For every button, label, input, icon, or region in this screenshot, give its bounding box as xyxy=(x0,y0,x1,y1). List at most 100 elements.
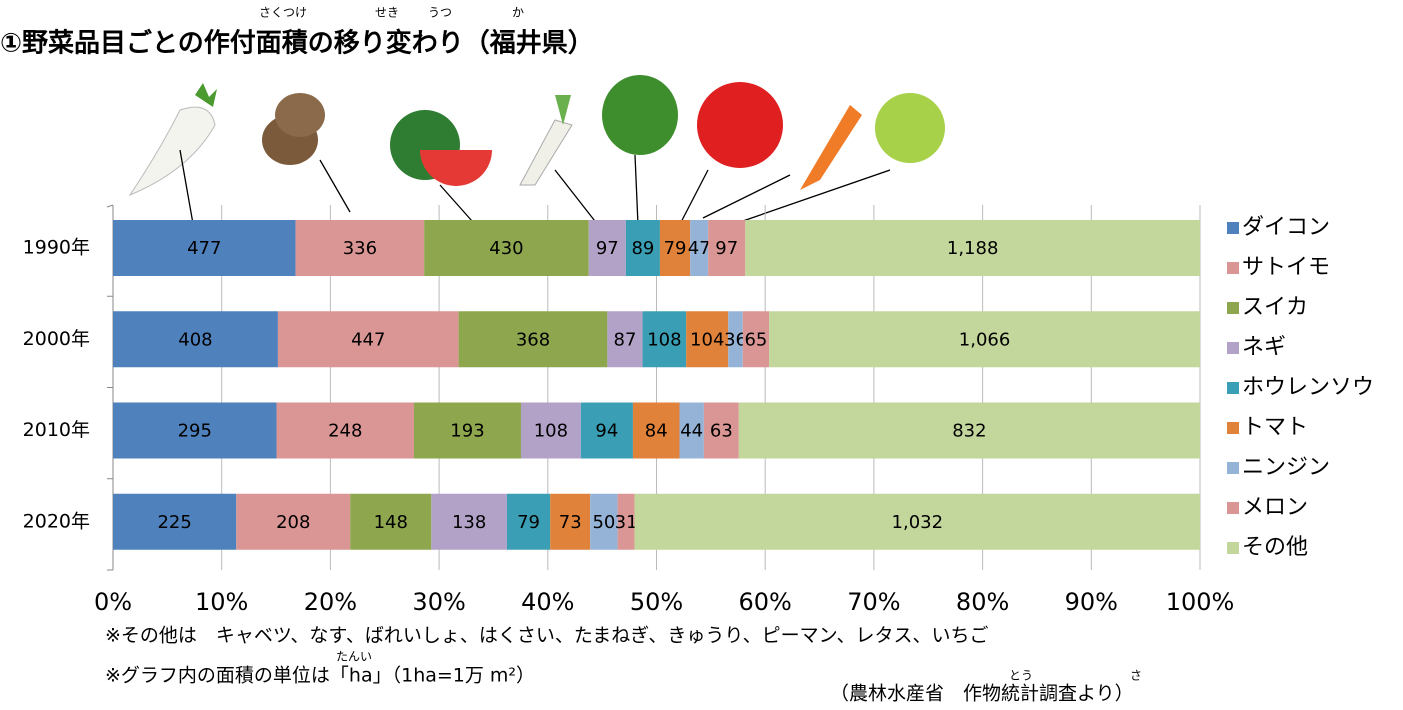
bar-segment xyxy=(659,220,691,276)
x-tick-label: 10% xyxy=(195,588,248,616)
source-ruby: とう xyxy=(1009,669,1033,683)
bar-segment xyxy=(769,311,1200,368)
data-label: 295 xyxy=(178,421,212,442)
data-label: 108 xyxy=(647,329,681,350)
x-tick-label: 60% xyxy=(739,588,792,616)
bar-segment xyxy=(113,220,296,276)
legend-label: ネギ xyxy=(1242,335,1286,360)
legend-label: その他 xyxy=(1242,535,1308,560)
data-label: 225 xyxy=(157,512,191,533)
data-label: 97 xyxy=(596,238,619,259)
data-label: 44 xyxy=(680,421,703,442)
data-label: 208 xyxy=(276,512,310,533)
note: ※グラフ内の面積の単位は「ha」（1ha=1万 m²） xyxy=(105,665,535,687)
data-label: 50 xyxy=(592,512,615,533)
legend-swatch xyxy=(1227,262,1239,274)
bar-segment xyxy=(350,493,432,550)
data-label: 336 xyxy=(343,238,377,259)
data-label: 104 xyxy=(690,329,724,350)
data-label: 94 xyxy=(595,421,618,442)
bar-segment xyxy=(276,402,414,459)
axis-tick xyxy=(106,204,114,208)
x-tick-label: 80% xyxy=(956,588,1009,616)
bar-segment xyxy=(458,311,608,368)
x-tick-label: 70% xyxy=(847,588,900,616)
chart-title: ①野菜品目ごとの作付面積の移り変わり（福井県） xyxy=(0,28,594,59)
bar-segment xyxy=(742,311,770,368)
watermelon-slice xyxy=(420,150,492,186)
data-label: 36 xyxy=(724,329,747,350)
data-label: 408 xyxy=(178,329,212,350)
data-label: 31 xyxy=(615,512,638,533)
data-label: 47 xyxy=(688,238,711,259)
leader-line xyxy=(634,154,639,226)
bar-segment xyxy=(588,220,626,276)
bar-segment xyxy=(607,311,643,368)
bar-segment xyxy=(642,311,687,368)
leader-line xyxy=(677,169,709,229)
legend-label: ニンジン xyxy=(1242,455,1330,480)
data-label: 87 xyxy=(614,329,637,350)
data-label: 148 xyxy=(374,512,408,533)
legend-swatch xyxy=(1227,502,1239,514)
bar-segment xyxy=(632,402,680,459)
x-tick-label: 90% xyxy=(1065,588,1118,616)
x-tick-label: 0% xyxy=(94,588,132,616)
bar-segment xyxy=(277,311,459,368)
bar-segment xyxy=(506,493,551,550)
bar-segment xyxy=(738,402,1200,459)
data-label: 97 xyxy=(715,238,738,259)
legend-swatch xyxy=(1227,422,1239,434)
radish-leaf xyxy=(195,83,217,107)
legend-swatch xyxy=(1227,382,1239,394)
y-tick-label: 2010年 xyxy=(23,419,90,441)
bar-segment xyxy=(431,493,507,550)
data-label: 477 xyxy=(187,238,221,259)
icons xyxy=(128,75,945,197)
data-label: 368 xyxy=(516,329,550,350)
bar-segment xyxy=(424,220,589,276)
bar-segment xyxy=(728,311,743,368)
bar-segment xyxy=(113,493,237,550)
y-tick-label: 2020年 xyxy=(23,510,90,532)
title-ruby: うつ xyxy=(428,6,452,20)
legend-swatch xyxy=(1227,342,1239,354)
bar-segment xyxy=(236,493,351,550)
data-label: 73 xyxy=(559,512,582,533)
data-label: 108 xyxy=(534,421,568,442)
x-tick-label: 100% xyxy=(1166,588,1235,616)
bar-segment xyxy=(413,402,521,459)
data-label: 79 xyxy=(664,238,687,259)
melon xyxy=(875,93,945,163)
source: （農林水産省 作物統計調査より） xyxy=(830,683,1134,705)
bar-segment xyxy=(686,311,729,368)
taro xyxy=(275,93,325,137)
legend-label: トマト xyxy=(1242,415,1308,440)
spinach xyxy=(602,75,678,155)
bar-segment xyxy=(550,493,591,550)
data-label: 832 xyxy=(952,421,986,442)
bar-segment xyxy=(625,220,660,276)
bar-segment xyxy=(590,493,618,550)
data-label: 89 xyxy=(631,238,654,259)
x-tick-label: 50% xyxy=(630,588,683,616)
legend-swatch xyxy=(1227,462,1239,474)
legend-label: スイカ xyxy=(1242,295,1308,320)
note-ruby: たんい xyxy=(336,650,372,664)
data-label: 79 xyxy=(517,512,540,533)
legend-swatch xyxy=(1227,222,1239,234)
x-tick-label: 40% xyxy=(521,588,574,616)
note: ※その他は キャベツ、なす、ばれいしょ、はくさい、たまねぎ、きゅうり、ピーマン、… xyxy=(105,625,988,647)
carrot xyxy=(800,105,862,190)
x-tick-label: 30% xyxy=(412,588,465,616)
data-label: 1,032 xyxy=(892,512,944,533)
data-label: 1,188 xyxy=(947,238,999,259)
bar-segment xyxy=(113,402,277,459)
bar-segment xyxy=(580,402,633,459)
data-label: 193 xyxy=(450,421,484,442)
bar-segment xyxy=(634,493,1200,550)
bar-segment xyxy=(113,311,278,368)
radish xyxy=(128,106,216,197)
leader-line xyxy=(554,169,599,226)
